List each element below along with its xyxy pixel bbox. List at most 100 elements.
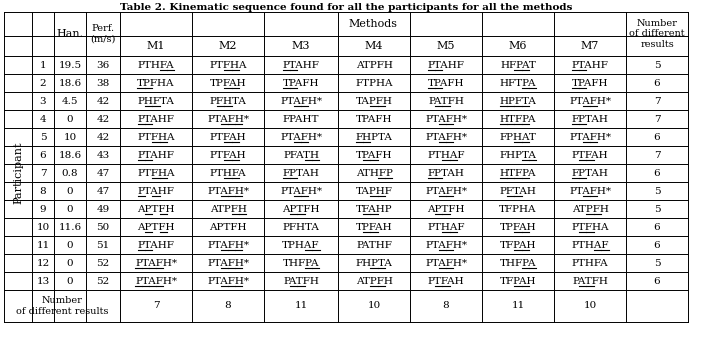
Text: PTAFH*: PTAFH*	[207, 187, 249, 196]
Text: PTAFH*: PTAFH*	[207, 258, 249, 268]
Text: 8: 8	[443, 302, 449, 310]
Text: PATFH: PATFH	[572, 276, 608, 286]
Text: PATFH: PATFH	[283, 276, 319, 286]
Text: FPTAH: FPTAH	[572, 115, 608, 123]
Text: 12: 12	[37, 258, 50, 268]
Text: PFHTA: PFHTA	[282, 222, 320, 232]
Text: 11.6: 11.6	[58, 222, 81, 232]
Text: PTAHF: PTAHF	[282, 61, 320, 69]
Text: ATPFH: ATPFH	[572, 204, 608, 214]
Text: M7: M7	[581, 41, 599, 51]
Text: PFHTA: PFHTA	[210, 97, 246, 105]
Text: Participant: Participant	[13, 142, 23, 204]
Text: 8: 8	[40, 187, 46, 196]
Text: Han.: Han.	[56, 29, 84, 39]
Text: 10: 10	[583, 302, 597, 310]
Text: PTAHF: PTAHF	[428, 61, 464, 69]
Text: 6: 6	[654, 133, 660, 141]
Text: PTAFH*: PTAFH*	[425, 258, 467, 268]
Text: 42: 42	[96, 97, 109, 105]
Text: APTFH: APTFH	[427, 204, 464, 214]
Text: 49: 49	[96, 204, 109, 214]
Text: 9: 9	[40, 204, 46, 214]
Text: 6: 6	[654, 222, 660, 232]
Text: PFTAH: PFTAH	[500, 187, 536, 196]
Text: 0: 0	[67, 240, 73, 250]
Text: PTAFH*: PTAFH*	[425, 240, 467, 250]
Text: TFAHP: TFAHP	[356, 204, 392, 214]
Text: PTFAH: PTFAH	[572, 151, 608, 159]
Text: 6: 6	[40, 151, 46, 159]
Text: HTFPA: HTFPA	[500, 169, 536, 177]
Text: PTAFH*: PTAFH*	[207, 276, 249, 286]
Text: PTFHA: PTFHA	[138, 133, 175, 141]
Text: TPAFH: TPAFH	[356, 115, 392, 123]
Text: ATPFH: ATPFH	[356, 276, 392, 286]
Text: TPAFH: TPAFH	[356, 151, 392, 159]
Text: PTAFH*: PTAFH*	[425, 115, 467, 123]
Text: APTFH: APTFH	[210, 222, 247, 232]
Text: Number
of different
results: Number of different results	[629, 19, 685, 49]
Text: TFPHA: TFPHA	[499, 204, 536, 214]
Text: Methods: Methods	[348, 19, 397, 29]
Text: PTAFH*: PTAFH*	[425, 187, 467, 196]
Text: HTFPA: HTFPA	[500, 115, 536, 123]
Text: ATPFH: ATPFH	[356, 61, 392, 69]
Text: 7: 7	[40, 169, 46, 177]
Text: M2: M2	[219, 41, 238, 51]
Text: 1: 1	[40, 61, 46, 69]
Text: 18.6: 18.6	[58, 151, 81, 159]
Text: 42: 42	[96, 115, 109, 123]
Text: 0: 0	[67, 204, 73, 214]
Text: 5: 5	[654, 187, 660, 196]
Text: M5: M5	[437, 41, 455, 51]
Text: PTFHA: PTFHA	[138, 169, 175, 177]
Text: 10: 10	[367, 302, 381, 310]
Text: PTAFH*: PTAFH*	[425, 133, 467, 141]
Text: PTFAH: PTFAH	[210, 133, 246, 141]
Text: FPHAT: FPHAT	[500, 133, 536, 141]
Text: THFPA: THFPA	[283, 258, 319, 268]
Text: PTFHA: PTFHA	[210, 61, 247, 69]
Text: Table 2. Kinematic sequence found for all the participants for all the methods: Table 2. Kinematic sequence found for al…	[120, 3, 572, 12]
Text: 19.5: 19.5	[58, 61, 81, 69]
Text: TPFHA: TPFHA	[138, 79, 175, 87]
Text: PTHFA: PTHFA	[138, 61, 174, 69]
Text: THFPA: THFPA	[500, 258, 536, 268]
Text: 10: 10	[63, 133, 76, 141]
Text: ATPFH: ATPFH	[210, 204, 246, 214]
Text: ATHFP: ATHFP	[356, 169, 392, 177]
Text: PTAHF: PTAHF	[138, 240, 174, 250]
Text: 18.6: 18.6	[58, 79, 81, 87]
Text: FTPHA: FTPHA	[355, 79, 392, 87]
Text: 0: 0	[67, 258, 73, 268]
Text: PTAHF: PTAHF	[572, 61, 608, 69]
Text: PTAFH*: PTAFH*	[280, 97, 322, 105]
Text: Perf.
(m/s): Perf. (m/s)	[90, 24, 116, 44]
Text: 0: 0	[67, 187, 73, 196]
Text: 42: 42	[96, 133, 109, 141]
Text: 0: 0	[67, 276, 73, 286]
Text: TAPFH: TAPFH	[356, 97, 392, 105]
Text: TPFAH: TPFAH	[500, 222, 536, 232]
Text: FPTAH: FPTAH	[428, 169, 464, 177]
Text: PTAFH*: PTAFH*	[207, 115, 249, 123]
Text: 6: 6	[654, 276, 660, 286]
Text: PTAFH*: PTAFH*	[135, 258, 177, 268]
Text: 5: 5	[40, 133, 46, 141]
Text: PTAFH*: PTAFH*	[280, 187, 322, 196]
Text: PTAFH*: PTAFH*	[569, 97, 611, 105]
Text: 6: 6	[654, 169, 660, 177]
Text: PTHFA: PTHFA	[572, 258, 608, 268]
Text: PTHFA: PTHFA	[210, 169, 246, 177]
Text: 52: 52	[96, 258, 109, 268]
Text: PFATH: PFATH	[283, 151, 319, 159]
Text: PTFAH: PTFAH	[428, 276, 464, 286]
Text: PTAFH*: PTAFH*	[207, 240, 249, 250]
Text: FHPTA: FHPTA	[356, 133, 392, 141]
Text: 36: 36	[96, 61, 109, 69]
Text: 5: 5	[654, 258, 660, 268]
Text: 51: 51	[96, 240, 109, 250]
Text: PTAHF: PTAHF	[138, 115, 174, 123]
Text: PTHAF: PTHAF	[571, 240, 608, 250]
